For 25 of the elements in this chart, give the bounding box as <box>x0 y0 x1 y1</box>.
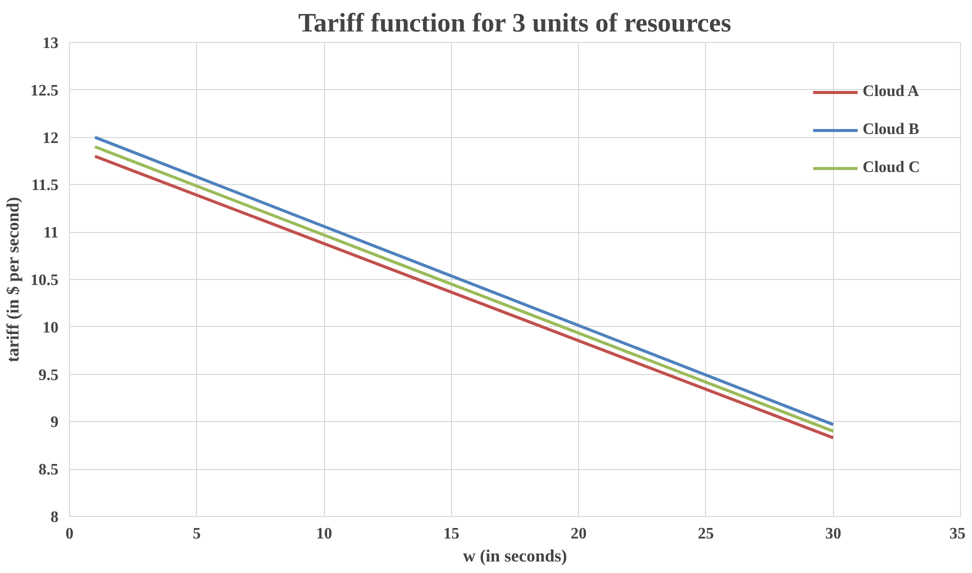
legend-label: Cloud A <box>862 83 920 101</box>
x-tick-label: 20 <box>570 526 587 542</box>
y-tick-label: 8.5 <box>38 462 58 479</box>
y-tick-label: 9.5 <box>38 366 58 384</box>
y-tick-label: 12.5 <box>30 82 58 100</box>
y-tick-label: 10 <box>42 319 58 336</box>
x-axis-title: w (in seconds) <box>463 546 568 566</box>
y-tick-label: 11 <box>43 224 59 242</box>
y-tick-label: 12 <box>42 130 58 147</box>
x-tick-label: 30 <box>825 526 842 542</box>
y-tick-label: 13 <box>42 35 58 52</box>
y-tick-label: 10.5 <box>30 272 58 289</box>
y-tick-label: 11.5 <box>31 177 59 194</box>
x-tick-label: 25 <box>698 526 714 542</box>
x-tick-label: 0 <box>66 526 74 542</box>
x-tick-label: 15 <box>443 526 460 542</box>
y-tick-label: 8 <box>50 509 58 526</box>
x-tick-label: 10 <box>316 526 332 542</box>
chart-title: Tariff function for 3 units of resources <box>298 8 732 38</box>
x-tick-label: 35 <box>950 526 966 542</box>
y-axis-title: tariff (in $ per second) <box>4 196 22 362</box>
legend-label: Cloud B <box>862 121 920 139</box>
legend-label: Cloud C <box>862 159 920 177</box>
x-tick-label: 5 <box>192 526 201 542</box>
y-tick-label: 9 <box>50 414 58 432</box>
